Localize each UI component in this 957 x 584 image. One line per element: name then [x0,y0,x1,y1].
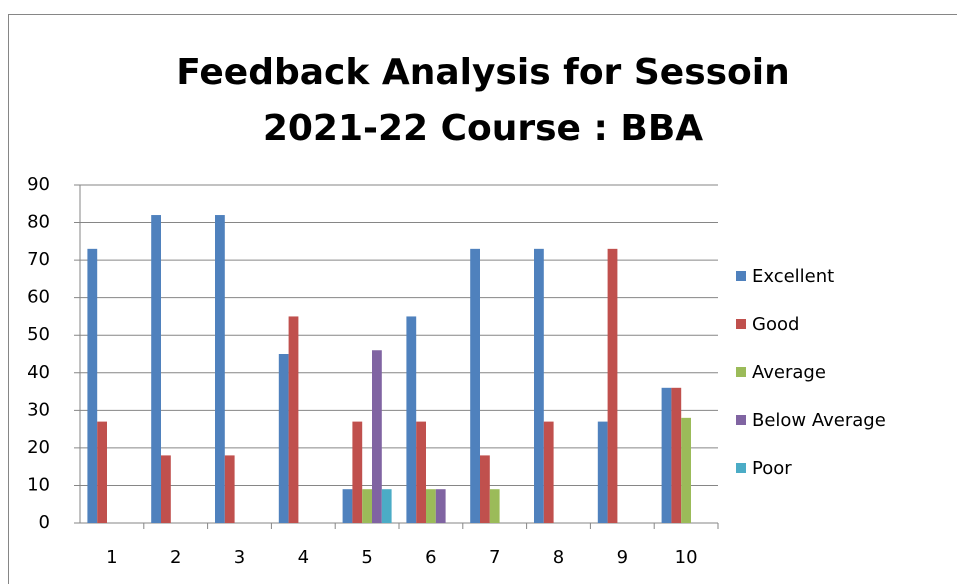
bar [426,489,436,523]
x-tick-label: 2 [170,547,181,568]
bar [342,489,353,523]
x-tick-label: 5 [361,547,372,568]
x-tick-label: 7 [489,547,500,568]
x-tick-label: 3 [234,547,245,568]
y-tick-label: 50 [27,324,50,345]
bar [416,421,426,523]
y-tick-label: 0 [39,512,50,533]
x-tick-label: 6 [425,547,436,568]
legend-swatch [736,463,746,473]
bar [87,248,98,523]
y-tick-label: 80 [27,212,50,233]
legend-label: Good [752,314,799,335]
legend-label: Poor [752,458,792,479]
bar [489,489,500,523]
legend-label: Excellent [752,266,834,287]
x-tick-label: 4 [298,547,309,568]
bar [661,387,672,523]
y-tick-label: 60 [27,287,50,308]
y-tick-label: 30 [27,399,50,420]
bar [607,248,618,523]
bar [352,421,363,523]
x-tick-label: 10 [675,547,698,568]
bar [215,215,225,524]
bar [671,387,682,523]
bar [151,215,161,524]
bar [534,248,544,523]
bar [288,316,299,523]
bar [362,489,372,523]
x-tick-label: 8 [553,547,564,568]
chart-title: 2021-22 Course : BBA [263,108,703,149]
bar [435,489,446,523]
bar [161,455,171,523]
chart-title: Feedback Analysis for Sessoin [176,52,790,93]
bar [278,354,289,523]
bar [681,417,691,523]
legend-swatch [736,271,746,281]
bar [597,421,608,523]
y-tick-label: 70 [27,249,50,270]
y-tick-label: 40 [27,362,50,383]
bar [381,489,392,523]
y-tick-label: 10 [27,474,50,495]
bar [470,248,480,523]
legend-swatch [736,415,746,425]
bar [543,421,554,523]
x-tick-label: 1 [106,547,117,568]
y-tick-label: 20 [27,437,50,458]
y-tick-label: 90 [27,174,50,195]
bar [372,350,382,523]
legend-label: Below Average [752,410,886,431]
x-tick-label: 9 [617,547,628,568]
legend-swatch [736,319,746,329]
legend-swatch [736,367,746,377]
bar [480,455,490,523]
bar [406,316,417,523]
bar [224,455,235,523]
bar [97,421,107,523]
legend-label: Average [752,362,826,383]
